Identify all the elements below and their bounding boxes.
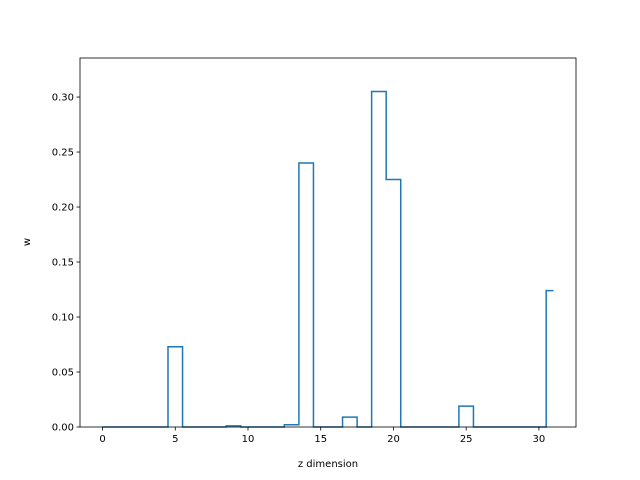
axes-frame: [79, 57, 577, 428]
x-tick-label: 20: [387, 434, 400, 445]
x-tick-label: 0: [99, 434, 105, 445]
x-tick-label: 30: [533, 434, 546, 445]
y-tick-label: 0.10: [52, 313, 74, 324]
series-line: [102, 90, 554, 428]
x-tick-label: 10: [242, 434, 255, 445]
y-tick-label: 0.15: [52, 258, 74, 269]
y-tick-label: 0.20: [52, 203, 74, 214]
y-axis-label: w: [22, 238, 33, 246]
x-tick-label: 5: [172, 434, 178, 445]
y-tick-label: 0.05: [52, 368, 74, 379]
y-tick-label: 0.30: [52, 93, 74, 104]
y-tick-label: 0.00: [52, 423, 74, 434]
plot-area: 0 5 10 15 20 25 30 0.00 0.05 0.10 0.15 0.20 0.25 0.30: [52, 57, 577, 445]
x-tick-label: 15: [314, 434, 327, 445]
y-tick-label: 0.25: [52, 148, 74, 159]
x-tick-label: 25: [460, 434, 473, 445]
x-axis-label: z dimension: [298, 459, 358, 470]
